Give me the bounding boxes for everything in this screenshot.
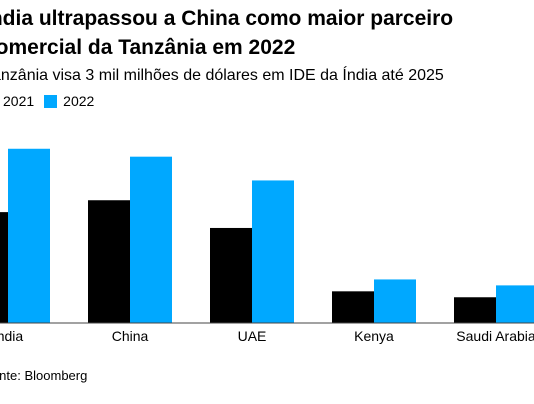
legend-item-2021: 2021	[0, 93, 34, 109]
x-tick-label-uae: UAE	[238, 328, 267, 344]
bar-2022-índia	[8, 148, 50, 323]
chart-subtitle: Tanzânia visa 3 mil milhões de dólares e…	[0, 67, 444, 84]
legend-item-2022: 2022	[44, 93, 94, 109]
bar-2021-uae	[210, 227, 252, 323]
legend-label-2021: 2021	[3, 93, 35, 109]
chart-title: Índia ultrapassou a China como maior par…	[0, 7, 454, 59]
source-note: Fonte: Bloomberg	[0, 368, 88, 383]
bar-2021-saudi-arabia	[454, 297, 496, 323]
x-tick-label-china: China	[112, 328, 149, 344]
chart-legend: 2021 2022	[0, 92, 104, 110]
legend-label-2022: 2022	[63, 93, 95, 109]
x-tick-label-kenya: Kenya	[354, 328, 394, 344]
bar-2021-índia	[0, 212, 8, 323]
x-tick-label-índia: Índia	[0, 328, 23, 344]
legend-swatch-2022	[44, 94, 58, 108]
bar-2021-kenya	[332, 291, 374, 323]
bar-2022-uae	[252, 180, 294, 323]
bar-2022-saudi-arabia	[496, 285, 534, 323]
bar-2022-kenya	[374, 279, 416, 323]
x-tick-label-saudi-arabia: Saudi Arabia	[456, 328, 534, 344]
bar-2022-china	[130, 156, 172, 323]
bar-2021-china	[88, 200, 130, 323]
